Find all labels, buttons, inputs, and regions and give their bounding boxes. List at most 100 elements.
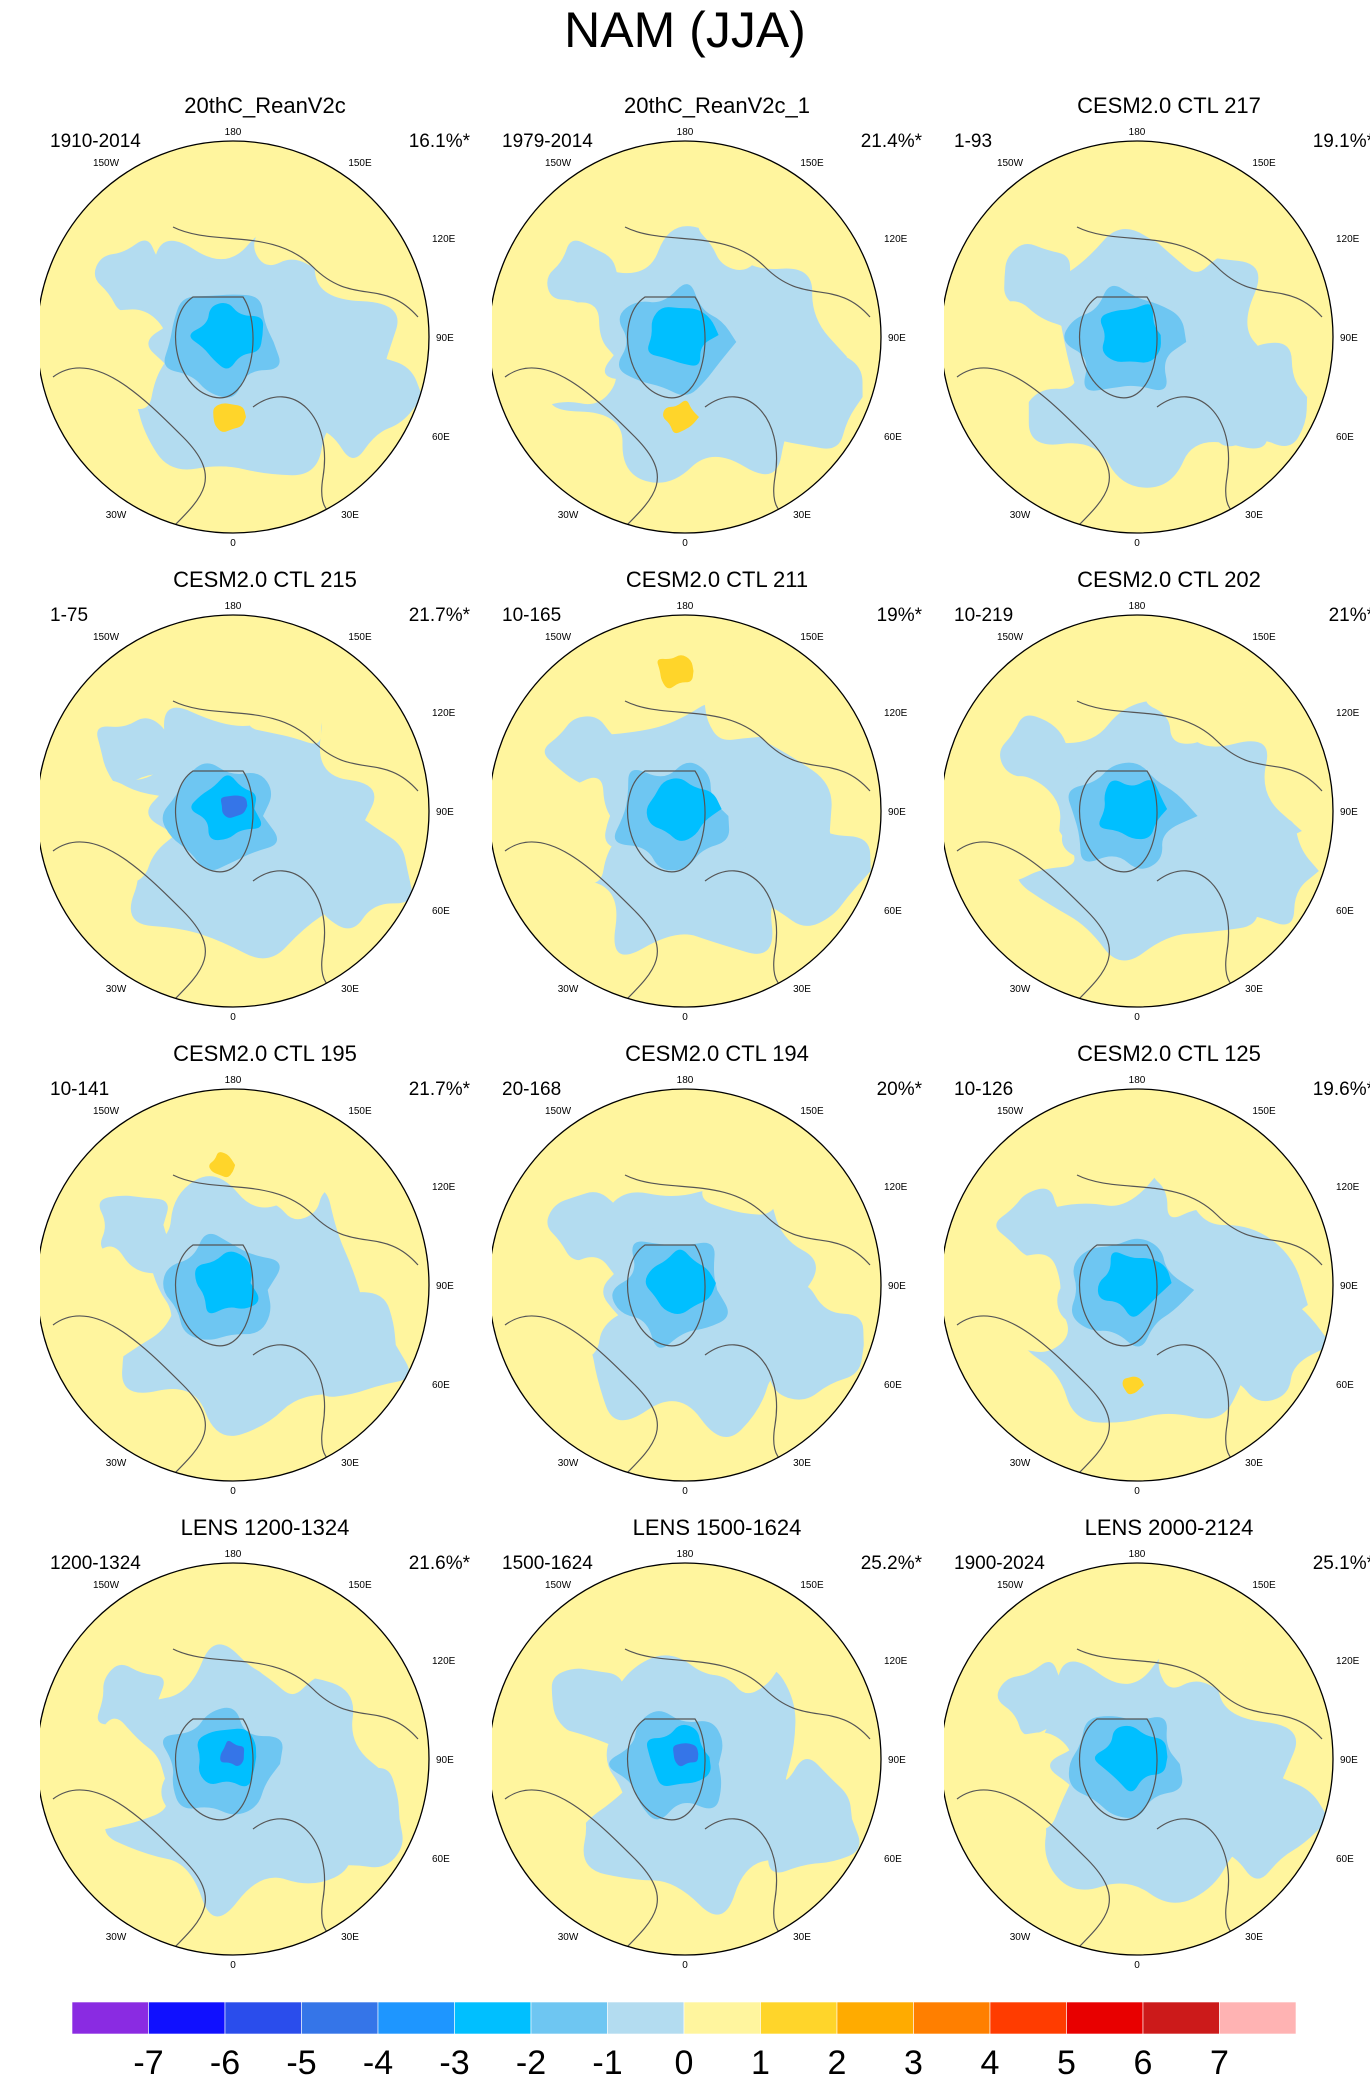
map-boundary <box>492 1562 882 1956</box>
longitude-label: 0 <box>230 1960 236 1968</box>
map-panel: CESM2.0 CTL 19510-14121.7%*180090W90E150… <box>40 1041 490 1496</box>
contour-plus-0-region <box>55 778 181 885</box>
panel-title: CESM2.0 CTL 125 <box>1077 1041 1261 1066</box>
longitude-label: 0 <box>682 1012 688 1020</box>
contour-plus-0-region <box>52 1718 168 1832</box>
map-panel: 20thC_ReanV2c_11979-201421.4%*180090W90E… <box>492 93 942 548</box>
polar-map: 180090W90E150W120W150E120E60W30W60E30E <box>944 601 1360 1020</box>
longitude-label: 150E <box>348 158 372 169</box>
colorbar-swatch <box>836 2002 914 2035</box>
panel-variance-percent: 19%* <box>876 605 922 626</box>
longitude-label: 150W <box>545 632 572 643</box>
longitude-label: 30E <box>1245 984 1263 995</box>
longitude-label: 150E <box>800 1106 824 1117</box>
longitude-label: 150W <box>997 632 1024 643</box>
longitude-label: 90E <box>436 1281 454 1292</box>
longitude-label: 60E <box>432 1380 450 1391</box>
contour-plus-2-region <box>209 1152 236 1178</box>
colorbar-label: -3 <box>439 2044 469 2082</box>
longitude-label: 120E <box>884 1182 908 1193</box>
longitude-label: 150W <box>997 1106 1024 1117</box>
coastline <box>174 1244 254 1347</box>
colorbar: -7 -6 -5 -4 -3 -2 -1 0 1 2 3 4 5 6 7 <box>72 2002 1297 2082</box>
longitude-label: 150W <box>545 158 572 169</box>
longitude-label: 180 <box>1129 1549 1146 1560</box>
contour-minus-0-region <box>1198 1294 1332 1402</box>
longitude-label: 30W <box>558 984 579 995</box>
longitude-label: 180 <box>677 1549 694 1560</box>
coastline <box>172 700 419 792</box>
panel-years: 1-93 <box>954 131 993 152</box>
contour-minus-3-region <box>1099 780 1168 840</box>
longitude-label: 0 <box>230 1486 236 1494</box>
longitude-label: 60E <box>1336 1854 1354 1865</box>
panel-variance-percent: 21.4%* <box>860 131 922 152</box>
longitude-label: 150E <box>800 632 824 643</box>
longitude-label: 30W <box>1010 984 1031 995</box>
coastline <box>52 367 206 528</box>
map-panel: 20thC_ReanV2c1910-201416.1%*180090W90E15… <box>40 93 490 548</box>
map-boundary <box>40 1088 430 1482</box>
coastline <box>1078 296 1158 399</box>
colorbar-label: 3 <box>904 2044 923 2082</box>
colorbar-swatch <box>1219 2002 1297 2035</box>
panel-years: 1-75 <box>50 605 89 626</box>
coastline <box>1078 1718 1158 1821</box>
panel-variance-percent: 20%* <box>876 1079 922 1100</box>
map-panel: LENS 2000-21241900-202425.1%*180090W90E1… <box>944 1515 1370 1970</box>
colorbar-label: -1 <box>592 2044 622 2082</box>
colorbar-swatch <box>913 2002 991 2035</box>
contour-minus-0-region <box>547 240 618 314</box>
map-boundary <box>40 1562 430 1956</box>
longitude-label: 30E <box>341 1932 359 1943</box>
colorbar-swatch <box>760 2002 838 2035</box>
longitude-label: 180 <box>225 601 242 612</box>
longitude-label: 60E <box>884 906 902 917</box>
contour-plus-0-region <box>245 1605 347 1695</box>
colorbar-swatch <box>148 2002 226 2035</box>
coastline <box>1076 1174 1323 1266</box>
contour-plus-0-region <box>1145 653 1242 744</box>
map-boundary <box>492 140 882 534</box>
map-boundary <box>40 140 430 534</box>
longitude-label: 120E <box>432 1182 456 1193</box>
contour-minus-0-region <box>750 347 863 449</box>
longitude-label: 30E <box>1245 510 1263 521</box>
contour-minus-0-region <box>997 1661 1081 1736</box>
longitude-label: 120E <box>1336 234 1360 245</box>
longitude-label: 0 <box>230 538 236 546</box>
longitude-label: 90E <box>888 333 906 344</box>
longitude-label: 0 <box>1134 1012 1140 1020</box>
contour-plus-2-region <box>213 403 246 432</box>
longitude-label: 30E <box>341 510 359 521</box>
panel-variance-percent: 19.6%* <box>1312 1079 1370 1100</box>
coastline <box>52 841 206 1002</box>
longitude-label: 120E <box>432 234 456 245</box>
longitude-label: 150W <box>93 158 120 169</box>
colorbar-swatch <box>607 2002 685 2035</box>
coastline <box>626 1244 706 1347</box>
longitude-label: 120E <box>432 1656 456 1667</box>
longitude-label: 150E <box>1252 158 1276 169</box>
contour-plus-0-region <box>956 776 1075 885</box>
coastline <box>956 367 1110 528</box>
longitude-label: 90E <box>436 333 454 344</box>
coastline <box>956 1789 1110 1950</box>
map-panel: CESM2.0 CTL 21110-16519%*180090W90E150W1… <box>492 567 942 1022</box>
panel-title: CESM2.0 CTL 215 <box>173 567 357 592</box>
colorbar-swatch <box>1066 2002 1144 2035</box>
contour-minus-0-region <box>1201 819 1319 925</box>
contour-minus-0-region <box>1198 342 1308 447</box>
contour-minus-0-region <box>99 1195 169 1257</box>
contour-plus-0-region <box>504 1726 638 1840</box>
longitude-label: 150E <box>1252 1580 1276 1591</box>
longitude-label: 60E <box>1336 1380 1354 1391</box>
contour-plus-0-region <box>699 1606 796 1694</box>
map-panel: CESM2.0 CTL 2171-9319.1%*180090W90E150W1… <box>944 93 1370 548</box>
longitude-label: 30W <box>1010 510 1031 521</box>
contour-minus-3-region <box>645 1249 716 1315</box>
contour-plus-2-region <box>663 400 699 434</box>
map-panel: CESM2.0 CTL 20210-21921%*180090W90E150W1… <box>944 567 1370 1022</box>
longitude-label: 90E <box>1340 333 1358 344</box>
longitude-label: 120E <box>1336 1656 1360 1667</box>
